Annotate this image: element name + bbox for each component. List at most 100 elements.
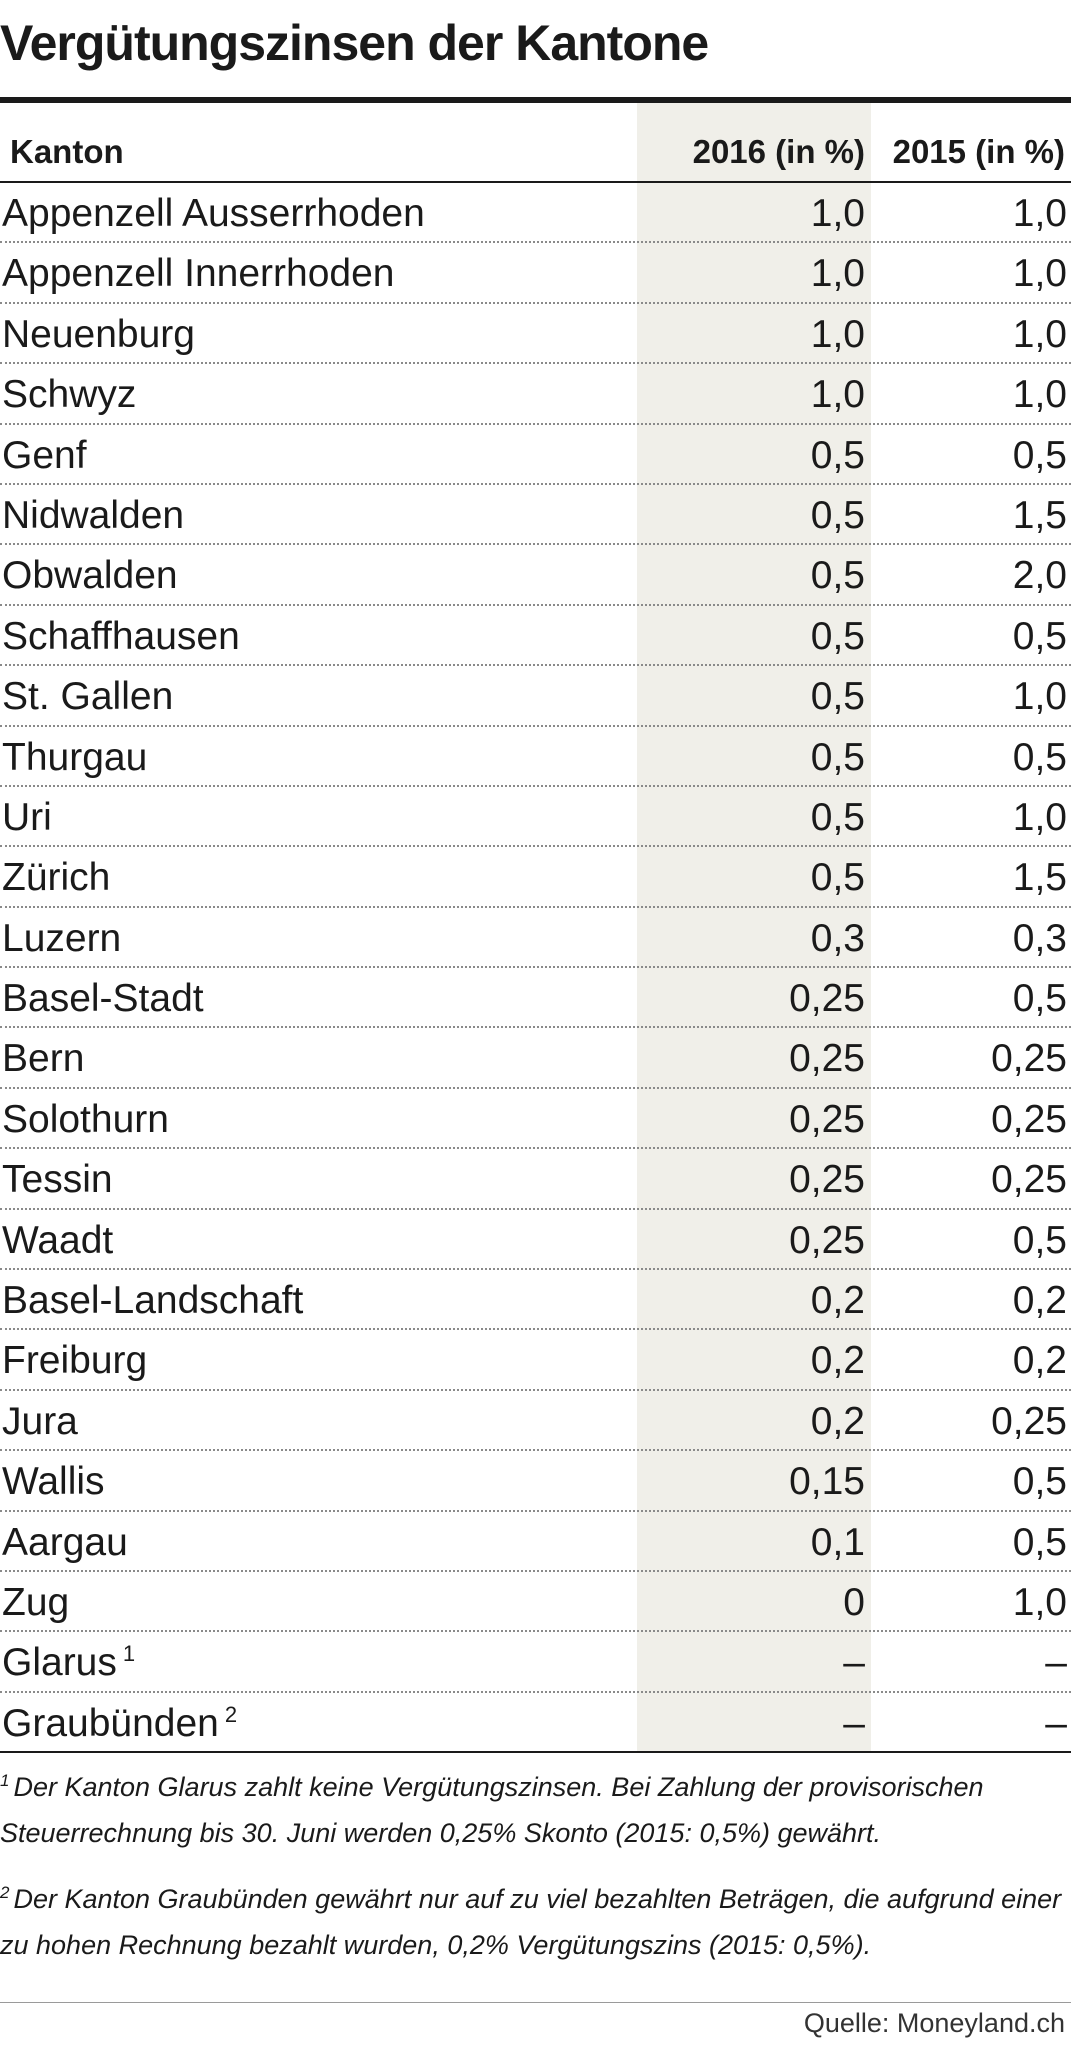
value-2016: – [843, 1641, 865, 1685]
value-2015: 0,25 [991, 1158, 1067, 1202]
kanton-name: Solothurn [2, 1097, 169, 1141]
kanton-name-cell: Nidwalden [2, 494, 184, 538]
kanton-name: Bern [2, 1037, 85, 1081]
kanton-name: Schwyz [2, 373, 137, 417]
value-2015: 2,0 [1012, 554, 1067, 598]
value-2016: 1,0 [810, 192, 865, 235]
kanton-name-cell: Zug [2, 1581, 69, 1625]
kanton-name: Luzern [2, 916, 122, 960]
value-2016: 0,15 [789, 1460, 865, 1504]
value-2015: 1,0 [1012, 373, 1067, 417]
value-2015: 0,5 [1012, 1460, 1067, 1504]
footnote-reference: 2 [224, 1701, 238, 1727]
kanton-name: Appenzell Innerrhoden [2, 252, 395, 296]
header-2015: 2015 (in %) [892, 133, 1065, 170]
kanton-name-cell: Genf [2, 434, 87, 478]
value-2015: 0,2 [1012, 1279, 1067, 1323]
kanton-name: St. Gallen [2, 675, 174, 719]
kanton-name-cell: Waadt [2, 1219, 113, 1263]
table-row: Waadt 0,25 0,5 [0, 1210, 1071, 1271]
value-2015: 1,5 [1012, 493, 1067, 537]
table-row: Appenzell Ausserrhoden 1,0 1,0 [0, 183, 1071, 244]
kanton-name-cell: Aargau [2, 1521, 128, 1565]
value-2015: 0,5 [1012, 735, 1067, 779]
highlight-column-2016 [637, 103, 871, 1753]
table-row: Graubünden 2 – – [0, 1693, 1071, 1754]
table-row: Basel-Stadt 0,25 0,5 [0, 968, 1071, 1029]
value-2016: 0,2 [810, 1279, 865, 1323]
kanton-name-cell: Glarus 1 [2, 1641, 135, 1685]
kanton-name: Schaffhausen [2, 614, 240, 658]
value-2016: 0,25 [789, 977, 865, 1021]
page-title: Vergütungszinsen der Kantone [0, 15, 709, 71]
value-2016: 0,5 [810, 675, 865, 719]
footnote-text: Der Kanton Glarus zahlt keine Vergütungs… [0, 1772, 984, 1848]
kanton-name-cell: Appenzell Ausserrhoden [2, 192, 425, 236]
value-2016: 0,2 [810, 1339, 865, 1383]
kanton-name: Wallis [2, 1460, 105, 1504]
footnote-marker: 2 [0, 1883, 10, 1902]
kanton-name-cell: Wallis [2, 1460, 105, 1504]
table-row: Tessin 0,25 0,25 [0, 1149, 1071, 1210]
value-2016: 0 [843, 1580, 865, 1624]
value-2016: 0,25 [789, 1097, 865, 1141]
title-rule [0, 97, 1071, 103]
value-2015: 0,5 [1012, 977, 1067, 1021]
value-2015: 0,3 [1012, 916, 1067, 960]
table-row: Freiburg 0,2 0,2 [0, 1330, 1071, 1391]
table-row: Uri 0,5 1,0 [0, 787, 1071, 848]
value-2016: 0,25 [789, 1218, 865, 1262]
value-2016: 0,1 [810, 1520, 865, 1564]
table-row: Zürich 0,5 1,5 [0, 847, 1071, 908]
value-2016: 0,5 [810, 433, 865, 477]
table-row: Nidwalden 0,5 1,5 [0, 485, 1071, 546]
kanton-name: Thurgau [2, 735, 148, 779]
value-2016: 0,25 [789, 1037, 865, 1081]
kanton-name: Neuenburg [2, 312, 195, 356]
footnote-2: 2 Der Kanton Graubünden gewährt nur auf z… [0, 1870, 1071, 1968]
value-2015: 0,25 [991, 1399, 1067, 1443]
kanton-name-cell: Bern [2, 1037, 84, 1081]
kanton-name: Obwalden [2, 554, 178, 598]
table-row: Obwalden 0,5 2,0 [0, 545, 1071, 606]
table-row: Schwyz 1,0 1,0 [0, 364, 1071, 425]
kanton-name: Basel-Stadt [2, 977, 204, 1021]
value-2016: 0,3 [810, 916, 865, 960]
value-2015: – [1045, 1641, 1067, 1685]
kanton-name: Nidwalden [2, 493, 185, 537]
kanton-name-cell: Tessin [2, 1158, 113, 1202]
kanton-name: Tessin [2, 1158, 113, 1202]
kanton-name-cell: Zürich [2, 856, 110, 900]
footnote-text: Der Kanton Graubünden gewährt nur auf zu… [0, 1884, 1062, 1960]
value-2016: 0,5 [810, 493, 865, 537]
value-2016: 0,5 [810, 614, 865, 658]
kanton-name-cell: Uri [2, 796, 52, 840]
kanton-name-cell: Appenzell Innerrhoden [2, 252, 394, 296]
value-2015: 0,2 [1012, 1339, 1067, 1383]
value-2016: 1,0 [810, 252, 865, 296]
table-body: Appenzell Ausserrhoden 1,0 1,0 Appenzell In… [0, 183, 1071, 1754]
table-row: Wallis 0,15 0,5 [0, 1451, 1071, 1512]
table-row: Schaffhausen 0,5 0,5 [0, 606, 1071, 667]
value-2015: 0,5 [1012, 1218, 1067, 1262]
kanton-name-cell: Basel-Landschaft [2, 1279, 303, 1323]
kanton-name: Freiburg [2, 1339, 148, 1383]
value-2015: 0,5 [1012, 433, 1067, 477]
table-row: Neuenburg 1,0 1,0 [0, 304, 1071, 365]
table-row: Luzern 0,3 0,3 [0, 908, 1071, 969]
table-row: Genf 0,5 0,5 [0, 425, 1071, 485]
footnote-marker: 1 [0, 1771, 10, 1790]
table-row: Zug 0 1,0 [0, 1572, 1071, 1633]
kanton-name-cell: Basel-Stadt [2, 977, 204, 1021]
kanton-name: Graubünden [2, 1701, 219, 1745]
table-row: Jura 0,2 0,25 [0, 1391, 1071, 1452]
kanton-name-cell: Neuenburg [2, 313, 195, 357]
table-row: Aargau 0,1 0,5 [0, 1512, 1071, 1572]
value-2015: 0,5 [1012, 614, 1067, 658]
table-row: Basel-Landschaft 0,2 0,2 [0, 1270, 1071, 1331]
kanton-name-cell: St. Gallen [2, 675, 173, 719]
value-2015: 0,5 [1012, 1520, 1067, 1564]
value-2015: 1,0 [1012, 252, 1067, 296]
value-2015: 1,0 [1012, 312, 1067, 356]
